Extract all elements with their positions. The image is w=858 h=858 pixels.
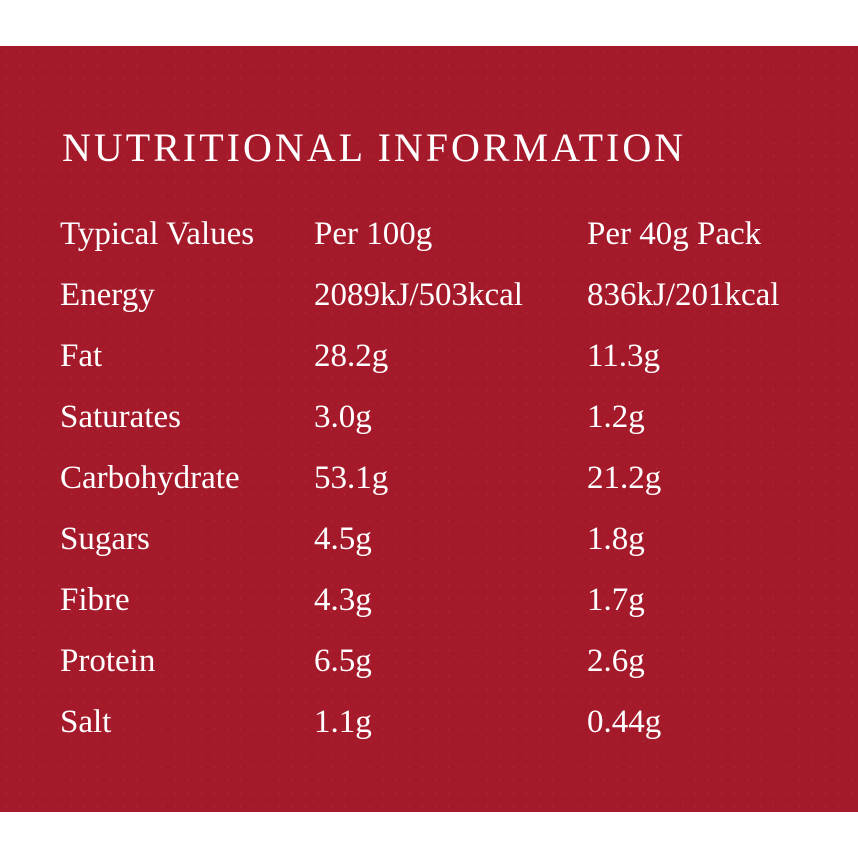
nutrient-label: Energy: [60, 277, 155, 313]
table-header-row: Typical Values Per 100g Per 40g Pack: [0, 216, 858, 277]
value-per-pack: 1.2g: [587, 399, 645, 435]
column-header-per-pack: Per 40g Pack: [587, 216, 762, 252]
value-per-pack: 836kJ/201kcal: [587, 277, 780, 313]
value-per-100g: 4.3g: [314, 582, 372, 618]
nutrient-label: Protein: [60, 643, 156, 679]
nutrient-label: Carbohydrate: [60, 460, 240, 496]
nutrient-label: Saturates: [60, 399, 181, 435]
value-per-100g: 28.2g: [314, 338, 389, 374]
nutrient-label: Fibre: [60, 582, 130, 618]
value-per-100g: 3.0g: [314, 399, 372, 435]
table-row: Salt 1.1g 0.44g: [0, 704, 858, 765]
value-per-100g: 2089kJ/503kcal: [314, 277, 523, 313]
table-row: Protein 6.5g 2.6g: [0, 643, 858, 704]
value-per-100g: 1.1g: [314, 704, 372, 740]
nutrient-label: Sugars: [60, 521, 150, 557]
column-header-typical-values: Typical Values: [60, 216, 255, 252]
nutrition-panel: NUTRITIONAL INFORMATION Typical Values P…: [0, 46, 858, 812]
table-row: Saturates 3.0g 1.2g: [0, 399, 858, 460]
value-per-pack: 2.6g: [587, 643, 645, 679]
table-row: Energy 2089kJ/503kcal 836kJ/201kcal: [0, 277, 858, 338]
value-per-pack: 11.3g: [587, 338, 661, 374]
value-per-100g: 6.5g: [314, 643, 372, 679]
table-row: Fat 28.2g 11.3g: [0, 338, 858, 399]
table-row: Carbohydrate 53.1g 21.2g: [0, 460, 858, 521]
value-per-pack: 0.44g: [587, 704, 662, 740]
nutrition-title: NUTRITIONAL INFORMATION: [62, 125, 687, 170]
table-row: Sugars 4.5g 1.8g: [0, 521, 858, 582]
nutrient-label: Fat: [60, 338, 103, 374]
table-row: Fibre 4.3g 1.7g: [0, 582, 858, 643]
column-header-per-100g: Per 100g: [314, 216, 433, 252]
nutrient-label: Salt: [60, 704, 112, 740]
value-per-100g: 53.1g: [314, 460, 389, 496]
value-per-100g: 4.5g: [314, 521, 372, 557]
value-per-pack: 1.7g: [587, 582, 645, 618]
value-per-pack: 21.2g: [587, 460, 662, 496]
value-per-pack: 1.8g: [587, 521, 645, 557]
